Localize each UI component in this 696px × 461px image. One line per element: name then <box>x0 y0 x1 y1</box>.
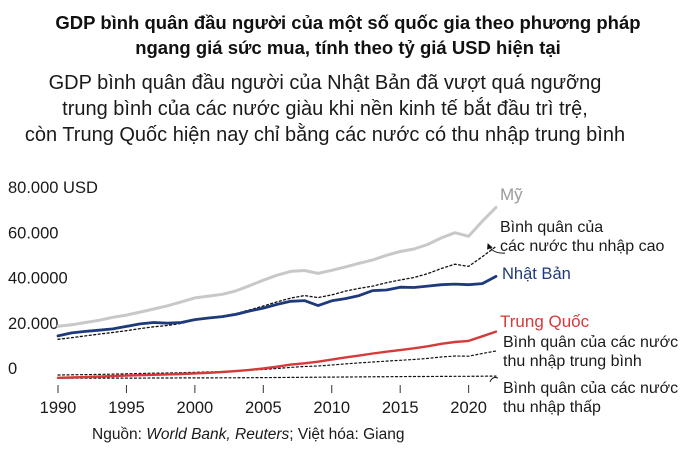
x-axis: 1990 1995 2000 2005 2010 2015 2020 <box>40 385 487 417</box>
source-italic: World Bank, Reuters <box>146 426 290 443</box>
chart-subtitle: GDP bình quân đầu người của Nhật Bản đã … <box>0 70 650 148</box>
series-label-5: Bình quân của các nước <box>503 380 678 397</box>
high-income-leader-arrow <box>487 243 506 254</box>
y-tick-label: 60.000 <box>8 224 58 242</box>
series-line-5 <box>57 375 497 379</box>
series-labels: Mỹ Bình quân của các nước thu nhập cao Nhật… <box>487 185 678 416</box>
series-line-3 <box>56 330 498 379</box>
series-line-2 <box>56 275 498 338</box>
chart-title: GDP bình quân đầu người của một số quốc … <box>0 10 696 60</box>
source-note: Nguồn: World Bank, Reuters; Việt hóa: Gi… <box>92 426 404 444</box>
series-label-4: thu nhập trung bình <box>503 353 642 370</box>
series-label-1: các nước thu nhập cao <box>500 238 665 255</box>
chart-title-line-1: GDP bình quân đầu người của một số quốc … <box>55 12 641 33</box>
x-tick-label: 2010 <box>313 399 350 417</box>
x-tick-label: 2015 <box>382 399 419 417</box>
series-line-0 <box>56 205 498 328</box>
x-tick-label: 1995 <box>108 399 145 417</box>
low-income-leader-line <box>489 377 499 383</box>
source-suffix: ; Việt hóa: Giang <box>289 426 405 443</box>
y-tick-label: 0 <box>8 360 17 378</box>
y-tick-label: 40.0000 <box>8 270 68 288</box>
series-label-0: Mỹ <box>500 185 523 204</box>
x-tick-label: 1990 <box>40 399 77 417</box>
series-line-1 <box>57 245 497 340</box>
series-label-5: thu nhập thấp <box>503 399 601 416</box>
series-label-1: Bình quân của <box>500 219 603 236</box>
y-tick-label: 80.000 USD <box>8 179 98 197</box>
x-tick-label: 2005 <box>245 399 282 417</box>
chart-subtitle-line-1: GDP bình quân đầu người của Nhật Bản đã … <box>48 72 602 94</box>
chart-title-line-2: ngang giá sức mua, tính theo tỷ giá USD … <box>135 37 561 58</box>
series-label-2: Nhật Bản <box>502 265 571 283</box>
y-tick-label: 20.000 <box>8 315 58 333</box>
x-tick-label: 2020 <box>450 399 487 417</box>
series-lines <box>56 205 498 379</box>
chart-subtitle-line-2: trung bình của các nước giàu khi nền kin… <box>62 98 588 120</box>
series-label-4: Bình quân của các nước <box>503 334 678 351</box>
series-label-3: Trung Quốc <box>500 312 590 331</box>
series-line-4 <box>57 350 497 376</box>
x-tick-label: 2000 <box>177 399 214 417</box>
source-prefix: Nguồn: <box>92 426 147 443</box>
chart-subtitle-line-3: còn Trung Quốc hiện nay chỉ bằng các nướ… <box>24 124 626 146</box>
y-axis: 0 20.000 40.0000 60.000 80.000 USD <box>8 179 98 378</box>
